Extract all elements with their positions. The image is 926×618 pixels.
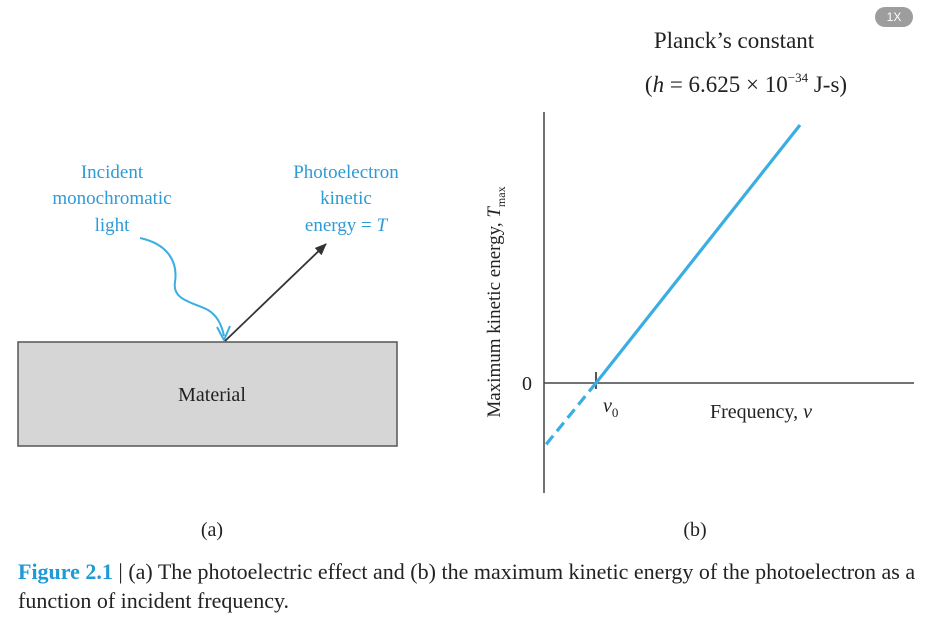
incident-light-arrowhead	[216, 325, 231, 343]
kinetic-energy-extrapolation	[542, 381, 598, 449]
planck-title: Planck’s constant	[654, 28, 815, 53]
incident-light-label-3: light	[95, 215, 131, 236]
panel-a: Material Incident monochromatic light Ph…	[17, 162, 399, 541]
material-block	[17, 341, 398, 447]
incident-light-wave	[139, 237, 225, 337]
y-axis-label: Maximum kinetic energy, Tmax	[484, 186, 508, 417]
zoom-level-badge[interactable]: 1X	[875, 7, 913, 27]
figure-number: Figure 2.1	[18, 559, 113, 584]
panel-b-label: (b)	[683, 519, 706, 541]
photoelectron-arrow	[224, 243, 327, 342]
x-axis-label: Frequency, ν	[710, 401, 812, 423]
photoelectron-label-2: kinetic	[320, 188, 372, 209]
panel-b: Planck’s constant (h = 6.625 × 10−34 J-s…	[484, 28, 914, 541]
panel-a-label: (a)	[201, 519, 223, 541]
photoelectron-label-1: Photoelectron	[293, 162, 399, 183]
material-label: Material	[178, 384, 246, 406]
kinetic-energy-line	[594, 124, 802, 384]
caption-text: | (a) The photoelectric effect and (b) t…	[18, 559, 916, 613]
incident-light-label-2: monochromatic	[52, 188, 171, 209]
planck-value: (h = 6.625 × 10−34 J-s)	[645, 70, 847, 97]
threshold-frequency-label: ν0	[603, 395, 618, 420]
figure-canvas: Material Incident monochromatic light Ph…	[17, 28, 914, 541]
figure-caption: Figure 2.1 | (a) The photoelectric effec…	[18, 557, 918, 615]
photoelectron-label-3: energy = T	[305, 215, 389, 236]
incident-light-label-1: Incident	[81, 162, 144, 183]
origin-tick-label: 0	[522, 373, 532, 395]
